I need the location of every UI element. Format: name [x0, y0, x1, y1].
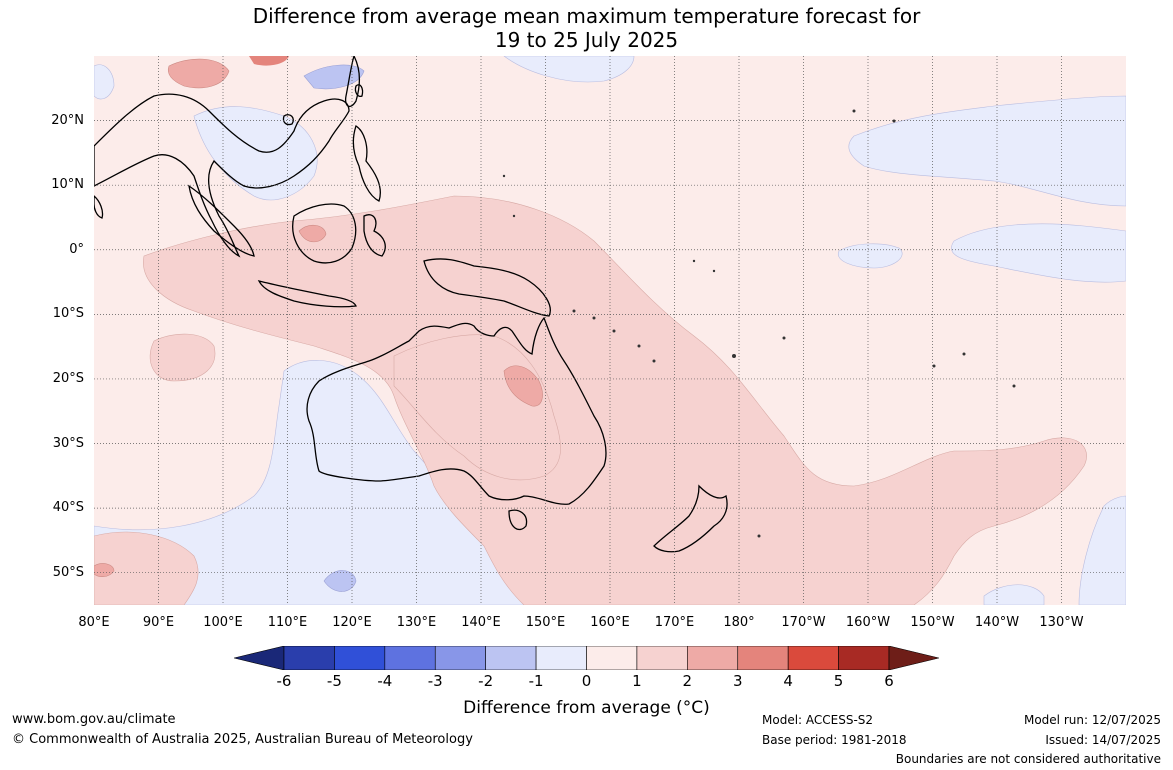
colorbar-bin [535, 646, 587, 670]
cool-region-southeast [1078, 495, 1126, 605]
cool-region-south-pacific [983, 584, 1045, 605]
colorbar-tick-label: -4 [377, 672, 393, 690]
warm-region-southwest-corner [94, 531, 199, 605]
gridlines [94, 56, 1126, 605]
lat-tick-label: 50°S [52, 564, 84, 580]
footer-disclaimer: Boundaries are not considered authoritat… [895, 752, 1161, 766]
lat-tick-label: 40°S [52, 500, 84, 516]
colorbar-tick-label: -5 [326, 672, 342, 690]
map-title: Difference from average mean maximum tem… [0, 4, 1173, 52]
lon-tick-label: 170°E [654, 615, 695, 630]
colorbar-tick-label: 5 [833, 672, 844, 690]
colorbar-tick-label: -6 [276, 672, 292, 690]
warm-region-central [143, 195, 1087, 605]
colorbar-bin [787, 646, 839, 670]
coastlines [94, 56, 728, 553]
hot-patches [249, 56, 289, 66]
lon-tick-label: 100°E [203, 615, 243, 630]
footer-copyright: © Commonwealth of Australia 2025, Austra… [12, 732, 473, 747]
colorbar-bin [687, 646, 739, 670]
lon-tick-label: 170°W [781, 615, 826, 630]
title-line-1: Difference from average mean maximum tem… [252, 4, 921, 28]
lon-tick-label: 150°W [910, 615, 955, 630]
lon-tick-label: 140°E [461, 615, 501, 630]
mainland-asia-coastline [94, 93, 350, 258]
colorbar-bin [636, 646, 688, 670]
warm-patch-myanmar [167, 58, 230, 89]
colorbar-tick-label: 6 [884, 672, 894, 690]
philippines-coastline [352, 125, 381, 202]
colorbar-bin [434, 646, 486, 670]
colorbar-bin [838, 646, 890, 670]
lon-tick-label: 140°W [974, 615, 1020, 630]
colorbar-extend-low [234, 646, 285, 670]
footer-website: www.bom.gov.au/climate [12, 712, 176, 727]
colorbar-tick-label: 2 [682, 672, 693, 690]
new-guinea-coastline [423, 258, 551, 317]
lat-tick-label: 20°S [52, 370, 84, 386]
warm-strip-north [634, 56, 1126, 83]
footer-model-run: Model run: 12/07/2025 [1023, 713, 1161, 727]
warm-patch-central-australia [503, 365, 543, 407]
new-zealand-coastline [653, 484, 728, 553]
lon-tick-label: 130°W [1039, 615, 1084, 630]
lon-tick-label: 160°E [590, 615, 630, 630]
colorbar-bin [485, 646, 537, 670]
forecast-map [94, 56, 1126, 605]
lon-tick-label: 110°E [267, 615, 308, 630]
lat-tick-label: 0° [69, 241, 84, 257]
warm-patch-borneo [298, 225, 327, 243]
pacific-islands [502, 109, 1016, 538]
tasmania-coastline [508, 509, 528, 531]
lon-tick-label: 180° [723, 615, 755, 630]
colorbar-bin [334, 646, 386, 670]
colorbar-tick-label: 3 [732, 672, 743, 690]
colorbar-title: Difference from average (°C) [463, 698, 710, 718]
lon-tick-label: 120°E [332, 615, 372, 630]
map-svg [94, 56, 1126, 605]
colorbar-tick-label: 1 [632, 672, 642, 690]
title-line-2: 19 to 25 July 2025 [494, 28, 679, 52]
cool-patch-southern-ocean [323, 570, 357, 592]
lat-tick-label: 10°S [52, 306, 84, 322]
cool-region-north-central [503, 56, 635, 83]
lon-tick-label: 130°E [396, 615, 437, 630]
colorbar-tick-label: -1 [528, 672, 544, 690]
footer-issued: Issued: 14/07/2025 [1045, 733, 1161, 747]
colorbar [234, 646, 939, 670]
colorbar-tick-label: -3 [427, 672, 443, 690]
lat-tick-label: 30°S [52, 435, 84, 451]
footer-model: Model: ACCESS-S2 [762, 713, 874, 727]
footer-base-period: Base period: 1981-2018 [762, 733, 907, 747]
colorbar-tick-label: -2 [478, 672, 494, 690]
japan-coastline [344, 56, 360, 108]
colorbar-extend-high [888, 646, 939, 670]
lat-tick-label: 10°N [51, 177, 84, 193]
colorbar-bin [737, 646, 789, 670]
cool-region-indochina [193, 106, 318, 201]
colorbar-bin [384, 646, 436, 670]
australia-coastline [306, 316, 607, 505]
colorbar-tick-label: 0 [581, 672, 592, 690]
india-coastline [94, 195, 104, 219]
colorbar-tick-label: 4 [783, 672, 793, 690]
warm-patch-far-southwest [94, 563, 115, 577]
lon-tick-label: 150°E [525, 615, 566, 630]
strong-warm-patches [94, 58, 543, 577]
hot-patch-china [249, 56, 289, 66]
colorbar-bin [283, 646, 335, 670]
sumatra-coastline [188, 184, 255, 257]
cool-region-india [94, 64, 115, 100]
cool-region-equatorial-east [951, 223, 1126, 283]
sulawesi-coastline [363, 214, 386, 257]
lon-tick-label: 80°E [78, 615, 110, 630]
colorbar-bin [586, 646, 638, 670]
lon-tick-label: 90°E [142, 615, 175, 630]
cool-region-northeast [848, 95, 1126, 207]
warm-region-indian-ocean [149, 333, 216, 382]
lat-tick-label: 20°N [51, 112, 84, 128]
lon-tick-label: 160°W [845, 615, 891, 630]
java-coastline [257, 280, 357, 308]
